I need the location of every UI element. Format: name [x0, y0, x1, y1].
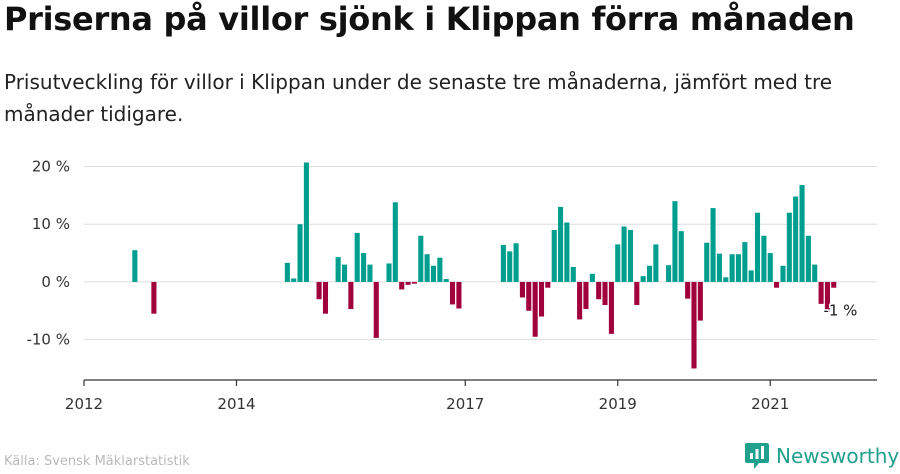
bar [767, 253, 773, 282]
x-tick-label: 2019 [599, 395, 637, 413]
x-tick-label: 2021 [751, 395, 789, 413]
bar [685, 281, 691, 299]
x-tick-label: 2017 [446, 395, 484, 413]
bar [691, 281, 697, 369]
y-tick-label: 20 % [32, 158, 70, 176]
bar [519, 281, 525, 298]
bar [297, 224, 303, 282]
y-tick-label: 10 % [32, 215, 70, 233]
bar [602, 281, 608, 305]
bar [831, 281, 837, 288]
bar [818, 281, 824, 304]
bar [799, 185, 805, 282]
bar [335, 257, 341, 282]
bar [367, 264, 373, 282]
bar [291, 278, 297, 282]
bar [678, 231, 684, 282]
bar [634, 281, 640, 305]
newsworthy-logo: Newsworthy [744, 442, 899, 470]
bar [786, 212, 792, 282]
bar [132, 250, 138, 282]
bar [627, 230, 634, 282]
bar [824, 281, 830, 312]
bar [583, 281, 589, 310]
bar [742, 242, 748, 282]
chart-title: Priserna på villor sjönk i Klippan förra… [4, 0, 855, 38]
bar [411, 281, 417, 284]
bar [316, 281, 322, 300]
bar [303, 162, 309, 282]
bar [392, 202, 398, 282]
bar [354, 232, 360, 282]
bar [589, 273, 595, 282]
bar [793, 196, 799, 282]
bar [805, 235, 811, 282]
bar [615, 244, 621, 282]
bar [507, 251, 513, 282]
bar [780, 265, 786, 282]
bar [640, 276, 646, 282]
bar [596, 281, 602, 300]
bar [774, 281, 780, 288]
x-tick-label: 2014 [217, 395, 255, 413]
bar [647, 265, 653, 282]
bar [443, 279, 449, 282]
bar [653, 244, 659, 282]
bar [748, 270, 754, 282]
bar [405, 281, 411, 285]
bar [754, 212, 761, 282]
bar [551, 230, 557, 282]
bar [621, 226, 627, 282]
bar [437, 257, 443, 282]
bar [577, 281, 583, 320]
bar [570, 266, 576, 282]
bar [500, 245, 506, 282]
bar [761, 235, 767, 282]
bar [532, 281, 538, 337]
chart-subtitle: Prisutveckling för villor i Klippan unde… [4, 70, 833, 126]
bar [666, 265, 672, 282]
bar [348, 281, 354, 310]
bar [526, 281, 532, 311]
bar [735, 254, 741, 282]
bar [430, 265, 436, 282]
bar [716, 253, 722, 282]
bar [697, 281, 703, 321]
bar [399, 281, 405, 290]
bar [449, 281, 456, 305]
bar [608, 281, 614, 334]
source-note: Källa: Svensk Mäklarstatistik [4, 454, 190, 469]
bar [704, 242, 710, 282]
bar [538, 281, 545, 317]
bar [361, 253, 367, 282]
bar [386, 263, 392, 282]
bar-chart: 20 % 10 % 0 % -10 % 2012 2014 2017 2019 2021 -1 % [26, 158, 877, 413]
bar [513, 243, 519, 282]
bar [151, 281, 157, 314]
bar [812, 264, 818, 282]
bar [672, 201, 678, 282]
y-tick-label: 0 % [41, 273, 70, 291]
bar [564, 222, 570, 282]
bar [545, 281, 551, 288]
bar [456, 281, 462, 309]
bar [558, 206, 564, 282]
latest-value-label: -1 % [823, 302, 857, 320]
bar [322, 281, 329, 314]
bar [284, 262, 290, 282]
bar [424, 254, 430, 282]
bar [342, 264, 348, 282]
bar [710, 208, 716, 282]
newsworthy-logo-text: Newsworthy [776, 444, 900, 468]
x-tick-label: 2012 [65, 395, 103, 413]
bar [418, 235, 424, 282]
bar [373, 281, 379, 338]
bar [729, 254, 735, 282]
y-tick-label: -10 % [26, 331, 70, 349]
bar [723, 277, 729, 282]
newsworthy-logo-icon [745, 443, 769, 469]
